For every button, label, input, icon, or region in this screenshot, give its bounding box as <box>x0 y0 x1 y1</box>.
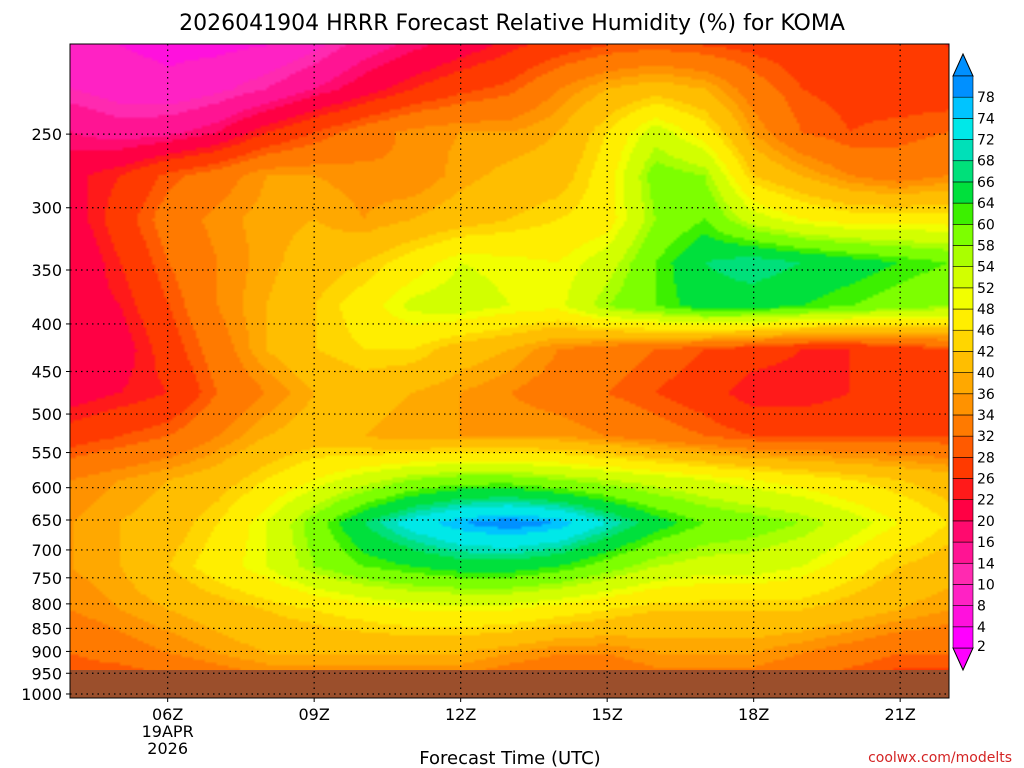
colorbar-segment <box>952 499 974 522</box>
x-tick-label: 18Z <box>738 705 769 724</box>
y-tick-label: 450 <box>31 362 62 381</box>
colorbar-label: 66 <box>977 175 995 191</box>
y-tick-label: 500 <box>31 405 62 424</box>
colorbar-segment <box>952 605 974 628</box>
y-tick-label: 850 <box>31 619 62 638</box>
colorbar-label: 8 <box>977 599 986 615</box>
colorbar-segment <box>952 626 974 649</box>
y-tick-label: 250 <box>31 125 62 144</box>
y-tick-label: 900 <box>31 642 62 661</box>
colorbar-segment <box>952 435 974 458</box>
colorbar-label: 34 <box>977 408 995 424</box>
colorbar-label: 26 <box>977 472 995 488</box>
plot-area <box>70 44 949 698</box>
colorbar-segment <box>952 351 974 373</box>
y-tick-label: 350 <box>31 261 62 280</box>
colorbar-label: 40 <box>977 366 995 382</box>
colorbar-label: 64 <box>977 196 995 212</box>
y-tick-label: 1000 <box>21 685 62 704</box>
colorbar-segment <box>952 457 974 479</box>
colorbar-label: 78 <box>977 90 995 106</box>
colorbar-label: 68 <box>977 154 995 170</box>
colorbar-segment <box>952 266 974 289</box>
x-axis-label: Forecast Time (UTC) <box>419 748 600 768</box>
colorbar-label: 42 <box>977 344 995 360</box>
colorbar-segment <box>952 329 974 352</box>
colorbar-label: 48 <box>977 302 995 318</box>
y-tick-label: 400 <box>31 315 62 334</box>
x-tick-label: 12Z <box>445 705 476 724</box>
ground-layer <box>70 670 949 698</box>
y-tick-label: 550 <box>31 444 62 463</box>
colorbar-label: 16 <box>977 535 995 551</box>
chart-title: 2026041904 HRRR Forecast Relative Humidi… <box>179 11 845 36</box>
x-tick-year: 2026 <box>147 739 188 758</box>
colorbar-segment <box>952 181 974 204</box>
colorbar-label: 22 <box>977 493 995 509</box>
colorbar-segment <box>952 584 974 606</box>
colorbar-segment <box>952 393 974 416</box>
colorbar-segment <box>952 96 974 119</box>
colorbar-segment <box>952 372 974 395</box>
colorbar-label: 74 <box>977 111 995 127</box>
colorbar-segment <box>952 414 974 437</box>
colorbar-label: 20 <box>977 514 995 530</box>
colorbar-segment <box>952 160 974 183</box>
colorbar-label: 2 <box>977 639 986 655</box>
colorbar-segment <box>952 520 974 543</box>
colorbar-label: 28 <box>977 450 995 466</box>
colorbar-label: 4 <box>977 620 986 636</box>
colorbar-segment <box>952 562 974 585</box>
colorbar-label: 10 <box>977 577 995 593</box>
colorbar-segment <box>952 118 974 140</box>
colorbar-segment <box>952 287 974 310</box>
colorbar-segment <box>952 541 974 564</box>
y-tick-label: 300 <box>31 199 62 218</box>
colorbar-label: 14 <box>977 556 995 572</box>
colorbar-label: 46 <box>977 323 995 339</box>
y-tick-label: 800 <box>31 595 62 614</box>
colorbar-label: 52 <box>977 281 995 297</box>
y-axis: 250 300 350 400 450 500 550 600 650 700 750 800 850 9… <box>21 125 70 704</box>
grid-lines <box>70 44 949 698</box>
y-tick-label: 950 <box>31 664 62 683</box>
colorbar-label: 36 <box>977 387 995 403</box>
x-tick-label: 09Z <box>299 705 330 724</box>
colorbar-segment <box>952 202 974 225</box>
x-tick-label: 15Z <box>592 705 623 724</box>
colorbar-max-arrow <box>952 52 974 77</box>
y-tick-label: 600 <box>31 479 62 498</box>
y-tick-label: 750 <box>31 569 62 588</box>
colorbar-segment <box>952 308 974 331</box>
colorbar-label: 60 <box>977 217 995 233</box>
colorbar-segment <box>952 245 974 267</box>
colorbar-segment <box>952 223 974 246</box>
colorbar-label: 32 <box>977 429 995 445</box>
x-tick-label: 06Z <box>152 705 183 724</box>
colorbar-segment <box>952 75 974 98</box>
colorbar-min-arrow <box>952 647 974 672</box>
colorbar-label: 58 <box>977 238 995 254</box>
x-tick-label: 21Z <box>885 705 916 724</box>
colorbar: 2481014162022262832343640424648525458606… <box>952 52 995 672</box>
y-tick-label: 700 <box>31 541 62 560</box>
colorbar-segment <box>952 478 974 501</box>
y-tick-label: 650 <box>31 511 62 530</box>
colorbar-label: 54 <box>977 260 995 276</box>
humidity-field <box>70 44 949 698</box>
colorbar-segment <box>952 139 974 162</box>
x-tick-date: 19APR <box>142 722 194 741</box>
credit-text: coolwx.com/modelts <box>868 750 1012 766</box>
colorbar-label: 72 <box>977 133 995 149</box>
